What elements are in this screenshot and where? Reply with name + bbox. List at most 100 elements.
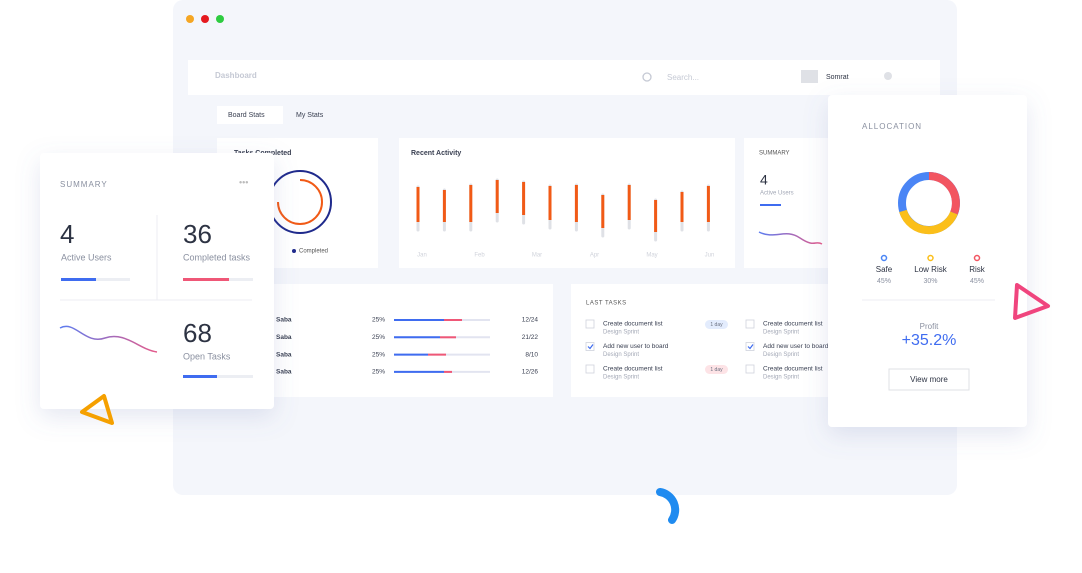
arc [277,179,323,225]
badge-label: 1 day [710,322,723,328]
legend-dot [880,254,888,262]
search-icon [642,72,652,82]
tab[interactable]: My Stats [296,112,324,119]
month: Feb [474,253,485,259]
month: Jan [417,253,427,259]
card-title: SUMMARY [60,180,108,189]
ratio: 12/24 [522,317,539,324]
track [183,375,253,378]
legend-value: 30% [923,278,937,285]
header-title: Dashboard [215,71,257,80]
checkbox [585,319,595,329]
name: Saba [276,369,292,376]
month: Apr [590,253,599,259]
allocation-card: ALLOCATION Safe 45% Low Risk 30% Risk 45% Pro… [828,95,1027,427]
team: Saba 25% 12/24 Saba 25% 21/22 Saba 25% 8/10 Saba 2… [276,317,538,376]
legend-value: 45% [970,278,984,285]
task-subtitle: Design Sprint [603,375,639,381]
month: May [646,253,657,259]
ratio: 12/26 [522,369,539,376]
checkbox [585,342,595,351]
percent: 25% [372,351,385,358]
wave [59,325,158,353]
name: Saba [276,334,292,341]
task-title: Create document list [763,321,823,328]
legend-value: 45% [877,278,891,285]
task-title: Create document list [603,321,663,328]
legend-dot [292,249,296,253]
card [828,95,1027,427]
profit: +35.2% [902,332,957,349]
user: Somrat [826,74,849,81]
donut-segment [899,209,958,235]
task-title: Create document list [603,366,663,373]
dot [201,15,209,23]
progress [183,375,217,378]
tasks: Create document list Design Sprint 1 day Ad… [585,319,829,381]
ratio: 8/10 [525,351,538,358]
badge [705,320,728,329]
badge [705,365,728,374]
card [744,138,834,268]
deco [1013,283,1050,320]
card-title: SUMMARY [759,151,790,157]
legend-label: Safe [876,265,893,274]
name: Saba [276,317,292,324]
stat-label: Open Tasks [183,351,231,361]
task-subtitle: Design Sprint [763,330,799,336]
card [399,138,735,268]
task-title: Add new user to board [763,343,829,350]
badge-label: 1 day [710,367,723,373]
check [747,344,754,350]
check [587,344,594,350]
task-subtitle: Design Sprint [603,330,639,336]
stat: 36 [183,219,212,249]
stat-label: Completed tasks [183,252,251,262]
legend: Completed [299,249,328,255]
stat: 4 [760,172,768,188]
task-title: Create document list [763,366,823,373]
progress [183,278,229,281]
menu[interactable]: ••• [239,177,248,187]
legend-label: Risk [969,265,986,274]
card-title: LAST TASKS [586,301,627,307]
icon [884,72,892,80]
task-subtitle: Design Sprint [603,352,639,358]
percent: 25% [372,317,385,324]
wave [758,231,823,245]
button[interactable] [888,368,970,391]
deco [656,488,680,524]
task-title: Add new user to board [603,343,669,350]
profit-label: Profit [920,322,939,331]
name: Saba [276,351,292,358]
donut-segment [928,172,960,215]
checkbox [745,364,755,374]
legend-dot [927,254,934,262]
checkbox [745,342,755,351]
button-label[interactable]: View more [910,375,948,384]
card [571,284,841,397]
stat-label: Active Users [760,191,794,197]
search[interactable]: Search... [667,73,699,82]
month: Mar [532,253,542,259]
summary-card: SUMMARY ••• 4 Active Users 36 Completed … [40,153,274,409]
tab[interactable] [217,106,283,124]
legend-label: Low Risk [914,265,947,274]
checkbox [585,364,595,374]
card-title: Recent Activity [411,150,461,157]
ratio: 21/22 [522,334,539,341]
dot [186,15,194,23]
stat-label: Active Users [61,252,112,262]
legend-dot [973,254,981,262]
checkbox [745,319,755,329]
dot [216,15,224,23]
stat: 68 [183,318,212,348]
tab[interactable]: Board Stats [228,112,265,119]
legend: Safe 45% Low Risk 30% Risk 45% [876,254,986,285]
task-subtitle: Design Sprint [763,375,799,381]
progress [61,278,96,281]
card-title: ALLOCATION [862,122,922,131]
percent: 25% [372,334,385,341]
deco [80,394,114,425]
